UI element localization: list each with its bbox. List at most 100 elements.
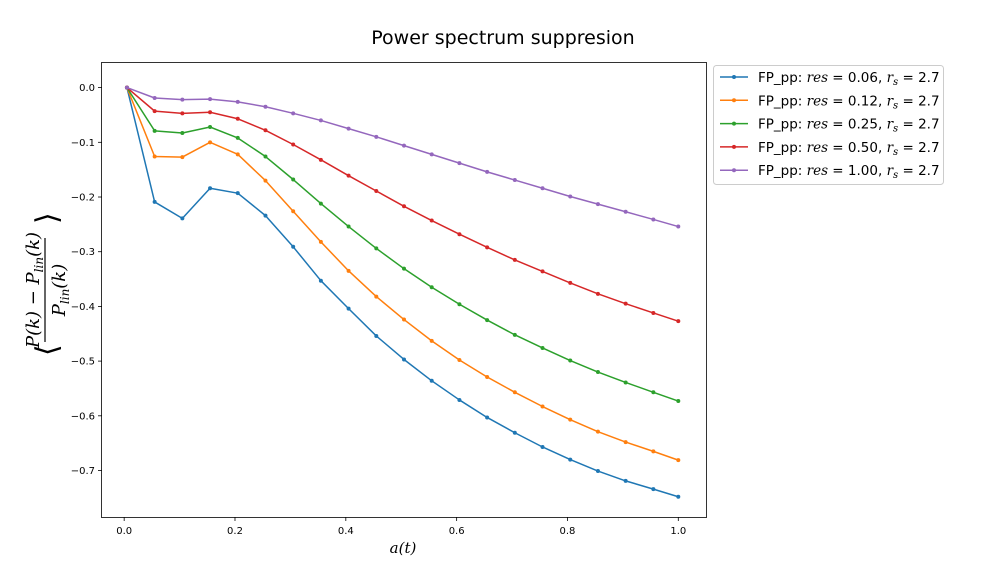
data-point [402, 204, 406, 209]
data-point [180, 131, 185, 136]
data-point [457, 161, 462, 166]
data-point [568, 194, 573, 199]
legend-entry: FP_pp: res = 0.06, rs = 2.7 [720, 70, 940, 88]
ylabel-numerator: P(k) − Plin(k) [23, 232, 46, 349]
data-point [457, 358, 462, 363]
data-point [623, 209, 628, 214]
legend-label: FP_pp: res = 1.00, rs = 2.7 [758, 163, 940, 181]
legend: FP_pp: res = 0.06, rs = 2.7 FP_pp: res = … [713, 65, 944, 185]
data-point [457, 302, 462, 307]
data-point [595, 429, 600, 434]
data-point [540, 404, 545, 409]
data-point [346, 268, 351, 273]
data-point [374, 294, 379, 299]
y-tick-label: −0.1 [71, 138, 95, 149]
chart-title: Power spectrum suppresion [371, 27, 634, 49]
data-point [651, 217, 656, 222]
y-tick-label: −0.4 [71, 302, 95, 313]
y-tick-label: −0.3 [71, 247, 95, 258]
data-point [485, 318, 490, 323]
legend-swatch-marker [732, 168, 736, 173]
ylabel-right-angle: ⟩ [30, 212, 65, 224]
series-layer [124, 85, 681, 499]
legend-swatch-marker [732, 98, 736, 103]
data-point [623, 478, 628, 483]
legend-swatch-marker [732, 121, 736, 126]
x-tick-label: 0.2 [227, 526, 243, 537]
legend-box [713, 65, 944, 185]
data-point [152, 109, 157, 114]
data-point [676, 458, 681, 463]
y-axis: 0.0 −0.1 −0.2 −0.3 −0.4 −0.5 −0.6 −0.7 [71, 83, 102, 477]
data-point [291, 209, 296, 214]
data-point [595, 291, 600, 296]
x-tick-label: 1.0 [670, 526, 686, 537]
data-point [540, 345, 545, 350]
data-point [208, 97, 213, 102]
y-tick-label: −0.5 [71, 357, 95, 368]
data-point [374, 246, 379, 251]
data-point [180, 155, 185, 160]
series-4 [124, 85, 681, 229]
x-tick-label: 0.6 [449, 526, 465, 537]
data-point [595, 370, 600, 375]
data-point [263, 154, 268, 159]
data-point [208, 140, 213, 145]
series-2 [124, 85, 681, 404]
legend-label: FP_pp: res = 0.06, rs = 2.7 [758, 70, 940, 88]
data-point [291, 177, 296, 182]
data-point [152, 154, 157, 159]
data-point [485, 415, 490, 420]
x-tick-label: 0.0 [116, 526, 132, 537]
data-point [208, 124, 213, 129]
data-point [540, 269, 545, 274]
data-point [318, 157, 323, 162]
data-point [291, 142, 296, 147]
data-point [676, 319, 681, 324]
legend-label: FP_pp: res = 0.50, rs = 2.7 [758, 140, 940, 158]
data-point [235, 116, 240, 121]
data-point [208, 110, 213, 115]
data-point [235, 135, 240, 140]
y-tick-label: 0.0 [79, 83, 95, 94]
data-point [346, 126, 351, 131]
data-point [402, 317, 406, 322]
data-point [180, 97, 185, 102]
data-point [595, 202, 600, 207]
data-point [676, 224, 681, 229]
data-point [485, 169, 490, 174]
data-point [263, 178, 268, 183]
data-point [676, 494, 681, 499]
data-point [651, 449, 656, 454]
data-point [346, 173, 351, 178]
data-point [485, 374, 490, 379]
legend-swatch-marker [732, 144, 736, 149]
data-point [568, 280, 573, 285]
ylabel-denominator: Plin(k) [49, 264, 72, 317]
data-point [180, 216, 185, 221]
data-point [208, 186, 213, 191]
data-point [457, 232, 462, 237]
data-point [374, 134, 379, 139]
data-point [318, 239, 323, 244]
data-point [651, 487, 656, 492]
x-axis-label: a(t) [390, 539, 417, 557]
y-axis-label: ⟨ ⟩ P(k) − Plin(k) Plin(k) [23, 212, 72, 356]
data-point [651, 390, 656, 395]
data-point [402, 266, 406, 271]
data-point [457, 397, 462, 402]
data-point [512, 332, 517, 337]
data-point [429, 285, 434, 290]
data-point [402, 357, 406, 362]
data-point [429, 338, 434, 343]
plot-area-frame [101, 62, 707, 518]
data-point [623, 301, 628, 306]
data-point [318, 118, 323, 123]
data-point [318, 278, 323, 283]
data-point [623, 440, 628, 445]
data-point [263, 128, 268, 133]
data-point [429, 378, 434, 383]
data-point [485, 245, 490, 250]
data-point [318, 201, 323, 206]
data-point [346, 224, 351, 229]
